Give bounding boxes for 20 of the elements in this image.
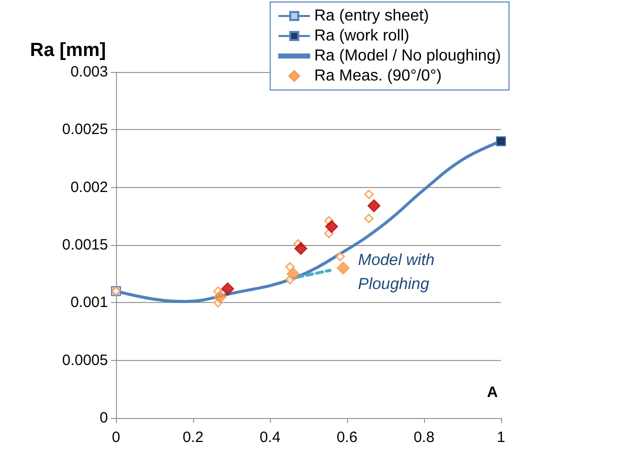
x-axis-title: A	[487, 384, 498, 401]
y-tick-label: 0	[100, 410, 108, 426]
y-tick-label: 0.0005	[62, 352, 108, 369]
legend-label: Ra Meas. (90°/0°)	[314, 68, 442, 84]
y-axis-title: Ra [mm]	[30, 40, 106, 61]
annotation: Model with Ploughing	[358, 252, 439, 293]
y-tick-label: 0.0025	[62, 121, 108, 138]
legend-label: Ra (entry sheet)	[314, 8, 429, 24]
x-tick-label: 0	[112, 429, 120, 446]
x-tick-label: 0.6	[336, 429, 358, 446]
x-tick-label: 0.8	[414, 429, 434, 446]
y-tick-label: 0.001	[70, 294, 108, 312]
legend-label: Ra (work roll)	[314, 28, 410, 44]
legend-label: Ra (Model / No ploughing)	[314, 48, 501, 64]
y-tick-label: 0.0015	[62, 236, 108, 254]
x-tick-label: 0.4	[260, 429, 280, 446]
y-tick-label: 0.003	[70, 64, 108, 80]
y-tick-label: 0.002	[70, 178, 108, 196]
x-tick-label: 0.2	[182, 429, 204, 446]
x-tick-label: 1	[496, 429, 506, 446]
